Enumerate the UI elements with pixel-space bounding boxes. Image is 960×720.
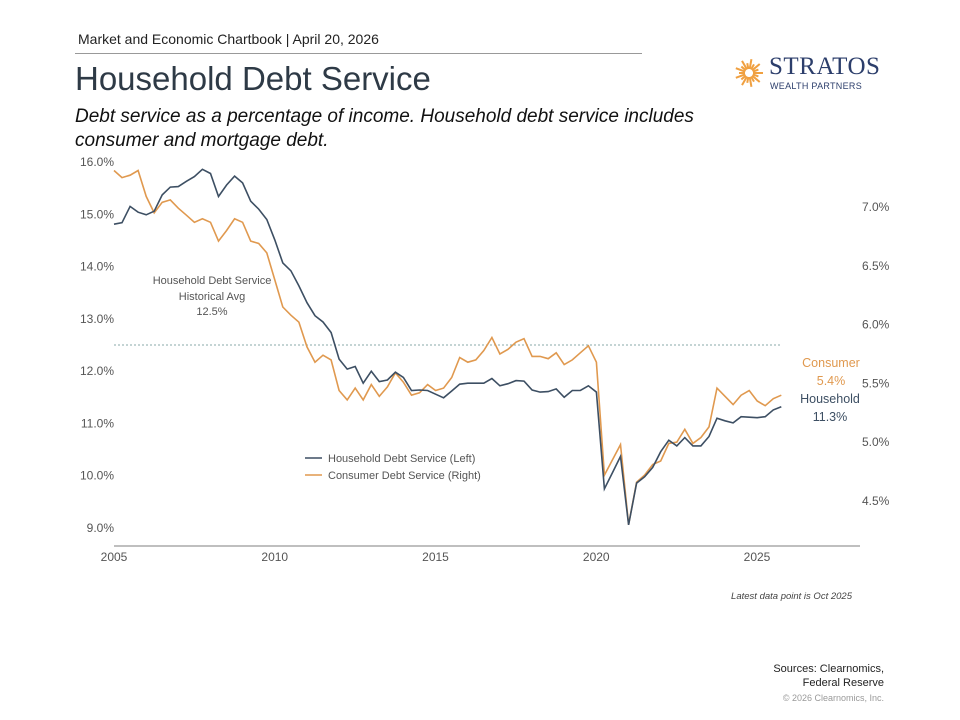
x-tick-label: 2005 (101, 550, 128, 564)
left-tick-label: 15.0% (80, 207, 114, 221)
x-tick-label: 2015 (422, 550, 449, 564)
right-tick-label: 6.5% (862, 259, 890, 273)
legend-household: Household Debt Service (Left) (328, 453, 475, 465)
left-tick-label: 14.0% (80, 260, 114, 274)
chartbook-header: Market and Economic Chartbook | April 20… (78, 31, 379, 47)
logo-subtitle: WEALTH PARTNERS (770, 81, 863, 91)
stratos-logo: STRATOS WEALTH PARTNERS (735, 53, 885, 94)
right-axis-ticks: 7.0% 6.5% 6.0% 5.5% 5.0% 4.5% (862, 200, 890, 508)
left-tick-label: 16.0% (80, 155, 114, 169)
right-tick-label: 5.5% (862, 376, 890, 390)
left-tick-label: 9.0% (87, 521, 115, 535)
legend-consumer: Consumer Debt Service (Right) (328, 470, 481, 482)
logo-name: STRATOS (769, 53, 881, 80)
sources: Sources: Clearnomics, Federal Reserve (773, 662, 884, 690)
page-title: Household Debt Service (75, 60, 431, 97)
household-debt-line (113, 168, 782, 526)
sources-line2: Federal Reserve (802, 677, 884, 689)
avg-label-value: 12.5% (196, 306, 227, 318)
x-tick-label: 2010 (261, 550, 288, 564)
sun-icon (735, 59, 763, 87)
left-tick-label: 11.0% (81, 416, 114, 430)
x-tick-label: 2020 (583, 550, 610, 564)
household-end-name: Household (800, 392, 860, 406)
x-axis-ticks: 2005 2010 2015 2020 2025 (101, 550, 771, 564)
consumer-debt-line (113, 169, 782, 525)
consumer-end-name: Consumer (802, 356, 860, 370)
legend: Household Debt Service (Left) Consumer D… (305, 453, 481, 482)
left-tick-label: 13.0% (80, 312, 114, 326)
page-subtitle: Debt service as a percentage of income. … (75, 106, 694, 151)
household-end-value: 11.3% (813, 410, 848, 424)
left-tick-label: 10.0% (80, 469, 114, 483)
consumer-end-value: 5.4% (817, 374, 846, 388)
right-tick-label: 7.0% (862, 200, 890, 214)
left-axis-ticks: 16.0% 15.0% 14.0% 13.0% 12.0% 11.0% 10.0% 9.0% (80, 155, 114, 535)
sources-line1: Sources: Clearnomics, (773, 663, 884, 675)
left-tick-label: 12.0% (80, 364, 114, 378)
avg-label-line1: Household Debt Service (153, 275, 272, 287)
right-tick-label: 4.5% (862, 494, 890, 508)
x-tick-label: 2025 (744, 550, 771, 564)
copyright: © 2026 Clearnomics, Inc. (782, 693, 884, 703)
right-tick-label: 5.0% (862, 435, 890, 449)
avg-label-line2: Historical Avg (179, 291, 245, 303)
header-divider (75, 53, 642, 54)
right-tick-label: 6.0% (862, 318, 890, 332)
latest-data-note: Latest data point is Oct 2025 (731, 591, 852, 602)
